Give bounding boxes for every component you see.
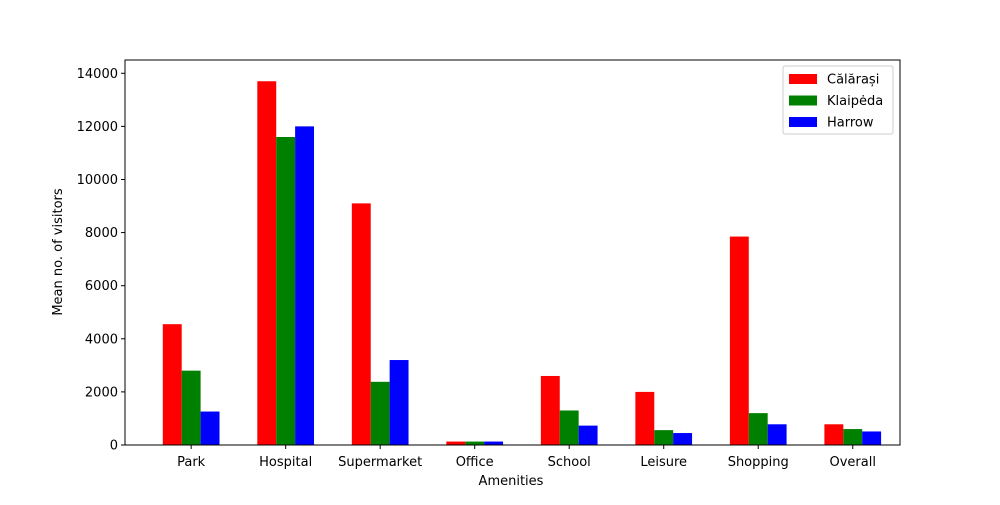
bar-series-2-overall (862, 431, 882, 445)
bar-series-1-leisure (654, 430, 674, 445)
x-tick-label: Park (177, 455, 206, 470)
x-tick-label: Hospital (259, 455, 312, 470)
y-axis-title: Mean no. of visitors (51, 188, 66, 316)
bar-series-2-park (200, 411, 220, 445)
y-tick-label: 14000 (77, 67, 118, 82)
bar-series-0-leisure (635, 391, 655, 445)
bar-series-0-hospital (257, 81, 277, 445)
legend: Călărași Klaipėda Harrow (782, 65, 894, 135)
bar-series-2-supermarket (389, 360, 409, 445)
bar-series-1-park (181, 370, 201, 445)
plot-frame (124, 59, 901, 446)
x-tick-label: Overall (830, 455, 876, 470)
y-tick-label: 8000 (85, 226, 118, 241)
y-tick-label: 6000 (85, 279, 118, 294)
y-tick-label: 4000 (85, 332, 118, 347)
y-tick-label: 10000 (77, 173, 118, 188)
bar-series-0-school (540, 375, 560, 445)
bar-series-0-park (162, 324, 182, 445)
bar-series-2-shopping (767, 424, 787, 445)
x-axis-title: Amenities (479, 474, 544, 489)
y-tick-label: 12000 (77, 120, 118, 135)
legend-label: Călărași (827, 73, 879, 88)
y-tick-label: 0 (110, 439, 118, 454)
legend-swatch (789, 74, 817, 84)
bar-series-1-supermarket (370, 381, 390, 445)
bar-series-1-hospital (276, 137, 296, 445)
legend-swatch (789, 95, 817, 106)
x-tick-label: Office (456, 455, 494, 470)
bar-series-1-office (465, 441, 485, 445)
x-tick-label: School (548, 455, 591, 470)
bar-series-2-hospital (295, 126, 315, 446)
bar-series-0-overall (824, 424, 844, 445)
x-tick-label: Leisure (640, 455, 687, 470)
bar-series-1-school (559, 410, 579, 445)
y-tick-label: 2000 (85, 385, 118, 400)
bars-layer (162, 81, 882, 446)
bar-series-1-overall (843, 429, 863, 445)
x-tick-label: Shopping (728, 455, 789, 470)
legend-label: Klaipėda (827, 94, 883, 109)
bar-series-0-shopping (729, 236, 749, 445)
bar-series-1-shopping (748, 413, 768, 445)
bar-series-2-office (484, 441, 504, 445)
bar-series-0-office (446, 441, 466, 445)
legend-swatch (789, 117, 817, 127)
bar-series-0-supermarket (351, 203, 371, 445)
bar-series-2-school (578, 425, 598, 445)
bar-series-2-leisure (673, 433, 693, 445)
x-tick-label: Supermarket (338, 455, 422, 470)
legend-label: Harrow (827, 116, 874, 131)
axes-layer: 0 2000 4000 6000 8000 10000 12000 14000 Park Hosp… (77, 59, 901, 470)
